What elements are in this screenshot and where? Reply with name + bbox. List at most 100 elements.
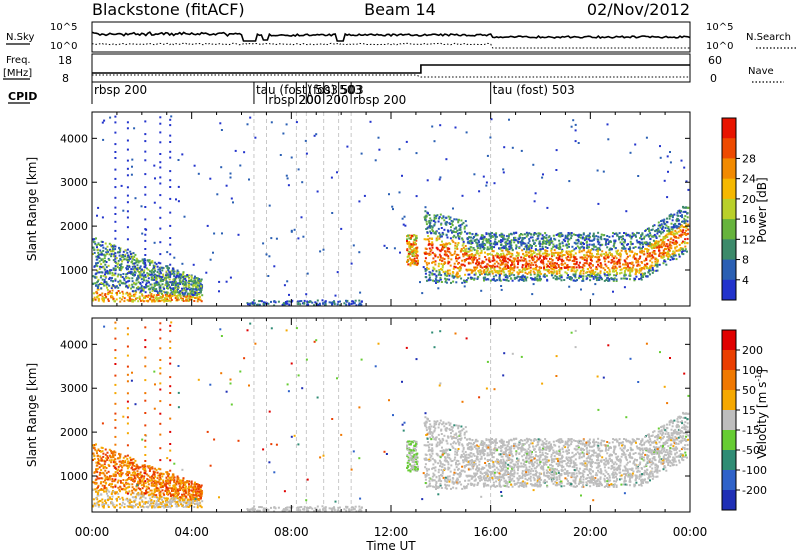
power-point	[144, 276, 147, 279]
power-point	[463, 260, 466, 263]
power-point	[625, 252, 628, 255]
power-point	[531, 259, 534, 262]
power-point	[464, 280, 466, 282]
power-point	[473, 236, 475, 238]
power-point	[558, 244, 561, 246]
velocity-point	[96, 467, 99, 470]
power-point	[445, 158, 448, 161]
power-point	[532, 263, 535, 266]
power-point	[511, 268, 514, 271]
power-point	[664, 223, 667, 226]
power-point	[578, 266, 581, 269]
power-point	[131, 256, 134, 259]
power-point	[126, 265, 129, 268]
power-point	[672, 254, 675, 257]
power-point	[525, 261, 528, 264]
power-point	[169, 292, 172, 295]
power-point	[643, 267, 646, 270]
power-point	[536, 273, 539, 276]
power-point	[152, 298, 155, 301]
power-point	[164, 278, 167, 281]
power-point	[133, 255, 136, 258]
power-point	[185, 275, 188, 278]
power-point	[290, 156, 293, 159]
power-point	[165, 291, 168, 294]
power-point	[486, 241, 489, 244]
power-point	[592, 244, 595, 247]
velocity-point	[92, 444, 95, 447]
power-point	[573, 267, 576, 270]
power-point	[587, 249, 590, 252]
cpid-segment-label: 503	[341, 83, 364, 97]
power-point	[259, 300, 262, 302]
power-point	[174, 278, 177, 281]
power-point	[598, 265, 601, 268]
power-point	[159, 182, 162, 185]
power-point	[673, 234, 676, 237]
velocity-point	[97, 460, 100, 463]
power-point	[456, 253, 459, 256]
power-point	[114, 186, 117, 189]
power-point	[143, 260, 145, 262]
power-point	[558, 256, 561, 259]
power-point	[456, 271, 459, 274]
power-point	[485, 258, 488, 261]
power-point	[635, 261, 638, 264]
power-point	[435, 274, 438, 277]
power-point	[646, 248, 648, 251]
power-point	[678, 209, 681, 212]
power-point	[408, 263, 411, 266]
power-point	[556, 233, 559, 236]
power-point	[437, 279, 440, 282]
power-point	[457, 254, 460, 256]
power-point	[581, 241, 584, 244]
power-point	[161, 296, 164, 299]
power-point	[558, 258, 560, 260]
power-point	[603, 257, 606, 260]
power-point	[126, 256, 129, 259]
power-point	[426, 227, 429, 230]
power-point	[446, 236, 449, 239]
power-point	[595, 277, 598, 280]
velocity-point	[131, 483, 134, 486]
power-point	[158, 272, 161, 275]
power-point	[502, 261, 505, 264]
power-point	[142, 275, 145, 278]
power-point	[118, 282, 121, 285]
power-point	[391, 205, 394, 208]
power-point	[568, 285, 571, 288]
power-point	[631, 232, 634, 235]
velocity-point	[186, 481, 189, 484]
power-point	[674, 222, 677, 225]
power-point	[631, 266, 634, 269]
power-point	[431, 125, 434, 128]
power-point	[572, 279, 575, 282]
power-point	[613, 267, 616, 270]
velocity-point	[197, 485, 200, 488]
power-point	[502, 262, 505, 265]
power-point	[479, 265, 482, 268]
power-point	[437, 220, 440, 223]
power-point	[138, 273, 141, 275]
power-point	[549, 270, 552, 273]
power-point	[489, 236, 492, 239]
power-point	[493, 182, 496, 185]
velocity-point	[130, 504, 133, 507]
power-point	[545, 252, 548, 255]
power-point	[428, 242, 431, 245]
power-point	[112, 297, 115, 300]
velocity-point	[165, 471, 168, 474]
power-point	[502, 255, 505, 258]
power-point	[511, 263, 514, 266]
power-point	[139, 274, 142, 277]
power-point	[451, 224, 454, 227]
power-point	[665, 248, 667, 251]
power-point	[568, 180, 571, 183]
power-point	[678, 234, 681, 237]
power-point	[463, 259, 466, 261]
power-point	[641, 261, 643, 264]
power-point	[173, 279, 175, 282]
power-point	[412, 243, 415, 246]
power-point	[597, 263, 599, 266]
power-point	[464, 273, 467, 276]
